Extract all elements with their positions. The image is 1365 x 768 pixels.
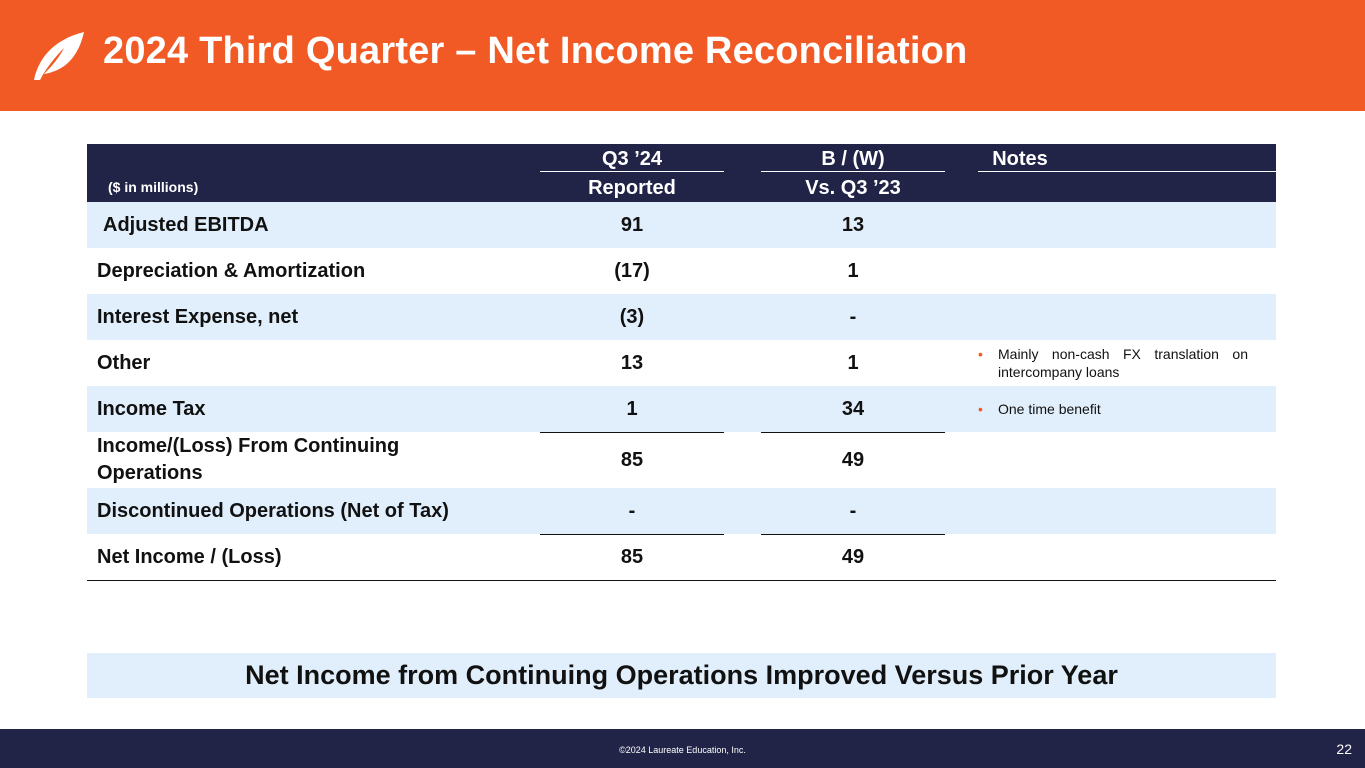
- slide-header: 2024 Third Quarter – Net Income Reconcil…: [0, 0, 1365, 111]
- row-label: Income Tax: [97, 397, 206, 420]
- table-row: Depreciation & Amortization (17) 1: [87, 248, 1276, 294]
- total-rule: [761, 534, 945, 535]
- reported-value: -: [628, 499, 636, 522]
- table-row: Income/(Loss) From Continuing Operations…: [87, 432, 1276, 488]
- copyright-text: ©2024 Laureate Education, Inc.: [619, 745, 746, 755]
- reported-value: 1: [626, 397, 638, 420]
- header-divider: [978, 171, 1276, 172]
- page-title: 2024 Third Quarter – Net Income Reconcil…: [103, 30, 968, 72]
- reported-value: (17): [614, 259, 650, 282]
- subtotal-rule: [761, 432, 945, 433]
- vs-prior-value: 34: [841, 397, 865, 420]
- row-label: Income/(Loss) From Continuing Operations: [97, 435, 400, 484]
- table-row: Other 13 1 Mainly non-cash FX translatio…: [87, 340, 1276, 386]
- reported-value: 13: [620, 351, 644, 374]
- header-divider: [761, 171, 945, 172]
- row-label: Interest Expense, net: [97, 305, 299, 328]
- row-note: Mainly non-cash FX translation on interc…: [978, 340, 1248, 386]
- reported-value: (3): [619, 305, 645, 328]
- row-label: Discontinued Operations (Net of Tax): [97, 499, 449, 522]
- vs-prior-value: 49: [841, 448, 865, 471]
- page-number: 22: [1336, 741, 1352, 757]
- vs-prior-value: -: [849, 499, 857, 522]
- reconciliation-table: Q3 ’24 Reported B / (W) Vs. Q3 ’23 Notes…: [87, 144, 1276, 581]
- vs-prior-value: 1: [847, 351, 859, 374]
- row-label: Net Income / (Loss): [97, 545, 282, 568]
- total-rule: [540, 534, 724, 535]
- table-row: Adjusted EBITDA 91 13: [87, 202, 1276, 248]
- table-header: Q3 ’24 Reported B / (W) Vs. Q3 ’23 Notes…: [87, 144, 1276, 202]
- note-bullet: One time benefit: [978, 400, 1101, 418]
- note-bullet: Mainly non-cash FX translation on interc…: [978, 345, 1248, 381]
- col-vs-prior-bottom: Vs. Q3 ’23: [805, 177, 901, 199]
- reported-value: 85: [620, 545, 644, 568]
- slide-footer: ©2024 Laureate Education, Inc. 22: [0, 729, 1365, 768]
- reported-value: 91: [620, 213, 644, 236]
- table-bottom-rule: [87, 580, 1276, 581]
- col-reported-bottom: Reported: [588, 177, 676, 199]
- table-row: Net Income / (Loss) 85 49: [87, 534, 1276, 580]
- col-reported-top: Q3 ’24: [601, 148, 663, 170]
- table-row: Discontinued Operations (Net of Tax) - -: [87, 488, 1276, 534]
- row-note: One time benefit: [978, 386, 1248, 432]
- header-divider: [540, 171, 724, 172]
- table-row: Interest Expense, net (3) -: [87, 294, 1276, 340]
- summary-banner: Net Income from Continuing Operations Im…: [87, 653, 1276, 698]
- col-vs-prior-top: B / (W): [821, 148, 885, 170]
- col-notes-header: Notes: [992, 148, 1048, 170]
- vs-prior-value: -: [849, 305, 857, 328]
- row-label: Depreciation & Amortization: [97, 259, 366, 282]
- vs-prior-value: 49: [841, 545, 865, 568]
- row-label: Other: [97, 351, 151, 374]
- units-label: ($ in millions): [108, 179, 199, 195]
- reported-value: 85: [620, 448, 644, 471]
- vs-prior-value: 1: [847, 259, 859, 282]
- leaf-logo-icon: [34, 32, 84, 80]
- subtotal-rule: [540, 432, 724, 433]
- table-row: Income Tax 1 34 One time benefit: [87, 386, 1276, 432]
- vs-prior-value: 13: [841, 213, 865, 236]
- row-label: Adjusted EBITDA: [103, 213, 269, 236]
